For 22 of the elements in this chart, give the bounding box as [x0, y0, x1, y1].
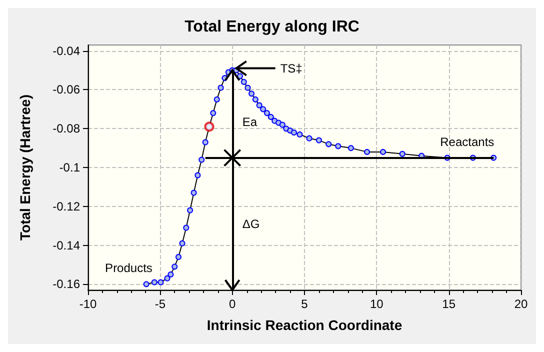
- x-tick-label: 10: [370, 297, 384, 311]
- chart-title: Total Energy along IRC: [184, 18, 360, 36]
- annotation: Products: [105, 261, 152, 276]
- y-tick-label: -0.06: [52, 82, 80, 97]
- y-tick-label: -0.04: [52, 44, 80, 58]
- x-tick-label: 5: [301, 297, 308, 311]
- x-tick-label: 15: [442, 297, 456, 311]
- y-axis-title: Total Energy (Hartree): [17, 94, 33, 240]
- annotation: Reactants: [440, 134, 494, 149]
- x-tick-label: -5: [154, 297, 166, 311]
- annotation: ΔG: [242, 216, 260, 231]
- y-tick-label: -0.16: [52, 277, 80, 292]
- x-tick-label: 0: [228, 297, 236, 311]
- y-tick-label: -0.12: [52, 199, 80, 214]
- y-tick-label: -0.08: [52, 122, 80, 136]
- x-tick-label: -10: [79, 297, 97, 311]
- y-tick-label: -0.14: [52, 238, 80, 252]
- annotation: Ea: [242, 115, 258, 130]
- y-tick-label: -0.1: [59, 160, 80, 174]
- x-axis-title: Intrinsic Reaction Coordinate: [206, 317, 402, 333]
- x-tick-label: 20: [514, 297, 528, 311]
- annotation: TS‡: [280, 61, 302, 76]
